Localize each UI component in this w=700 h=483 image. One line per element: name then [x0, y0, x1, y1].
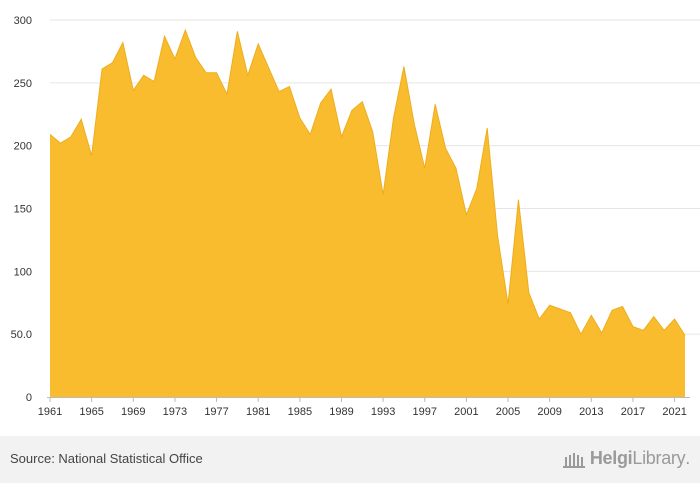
x-tick-label: 1965 — [79, 406, 103, 418]
x-tick-label: 2017 — [621, 406, 645, 418]
y-tick-label: 50.0 — [11, 329, 32, 341]
y-tick-label: 200 — [14, 141, 32, 153]
y-tick-label: 250 — [14, 78, 32, 90]
series-area — [50, 30, 685, 398]
x-tick-label: 1997 — [413, 406, 437, 418]
x-tick-label: 2021 — [662, 406, 686, 418]
y-tick-label: 300 — [14, 15, 32, 27]
x-tick-label: 1985 — [288, 406, 312, 418]
x-tick-label: 1989 — [329, 406, 353, 418]
helgilibrary-logo[interactable]: Helgi Library. — [562, 448, 690, 469]
y-tick-label: 150 — [14, 204, 32, 216]
series-line — [49, 28, 686, 336]
brand-name-strong: Helgi — [589, 448, 633, 468]
x-tick-label: 2001 — [454, 406, 478, 418]
library-building-icon — [562, 452, 585, 468]
x-tick-label: 2013 — [579, 406, 603, 418]
x-ticks: 1961 1965 1969 1973 1977 1981 1985 1989 1993 1997… — [38, 397, 687, 418]
x-tick-label: 1981 — [246, 406, 270, 418]
x-tick-label: 1993 — [371, 406, 395, 418]
x-tick-label: 1969 — [121, 406, 145, 418]
footer: Source: National Statistical Office Helg… — [0, 436, 700, 483]
y-ticks: 0 50.0 100 150 200 250 300 — [11, 15, 32, 404]
x-tick-label: 2009 — [537, 406, 561, 418]
y-tick-label: 0 — [26, 392, 32, 404]
area-chart: 1961 1965 1969 1973 1977 1981 1985 1989 1993 1997… — [11, 15, 700, 418]
x-tick-label: 1961 — [38, 406, 62, 418]
brand-dot: . — [685, 448, 690, 468]
x-tick-label: 1977 — [204, 406, 228, 418]
source-text: Source: National Statistical Office — [10, 451, 203, 466]
x-tick-label: 1973 — [163, 406, 187, 418]
y-tick-label: 100 — [14, 266, 32, 278]
x-tick-label: 2005 — [496, 406, 520, 418]
brand-name-light: Library — [632, 448, 686, 468]
